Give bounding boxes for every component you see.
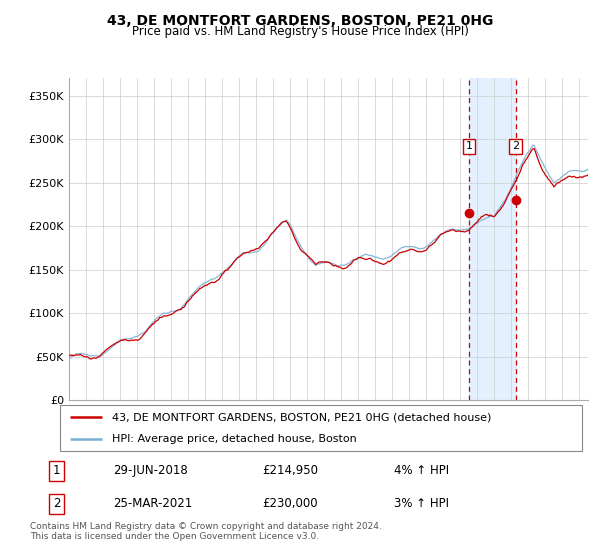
Text: 29-JUN-2018: 29-JUN-2018 — [113, 464, 188, 478]
Text: 43, DE MONTFORT GARDENS, BOSTON, PE21 0HG: 43, DE MONTFORT GARDENS, BOSTON, PE21 0H… — [107, 14, 493, 28]
Text: Price paid vs. HM Land Registry's House Price Index (HPI): Price paid vs. HM Land Registry's House … — [131, 25, 469, 38]
Text: Contains HM Land Registry data © Crown copyright and database right 2024.
This d: Contains HM Land Registry data © Crown c… — [30, 522, 382, 542]
Text: 4% ↑ HPI: 4% ↑ HPI — [394, 464, 449, 478]
Text: 1: 1 — [53, 464, 60, 478]
Text: 25-MAR-2021: 25-MAR-2021 — [113, 497, 192, 510]
Text: 2: 2 — [53, 497, 60, 510]
Text: 3% ↑ HPI: 3% ↑ HPI — [394, 497, 449, 510]
Text: HPI: Average price, detached house, Boston: HPI: Average price, detached house, Bost… — [112, 435, 357, 444]
Text: 2: 2 — [512, 141, 519, 151]
Text: £230,000: £230,000 — [262, 497, 317, 510]
Text: £214,950: £214,950 — [262, 464, 318, 478]
Text: 1: 1 — [466, 141, 472, 151]
Text: 43, DE MONTFORT GARDENS, BOSTON, PE21 0HG (detached house): 43, DE MONTFORT GARDENS, BOSTON, PE21 0H… — [112, 412, 491, 422]
Bar — [469, 78, 515, 400]
FancyBboxPatch shape — [60, 405, 582, 451]
